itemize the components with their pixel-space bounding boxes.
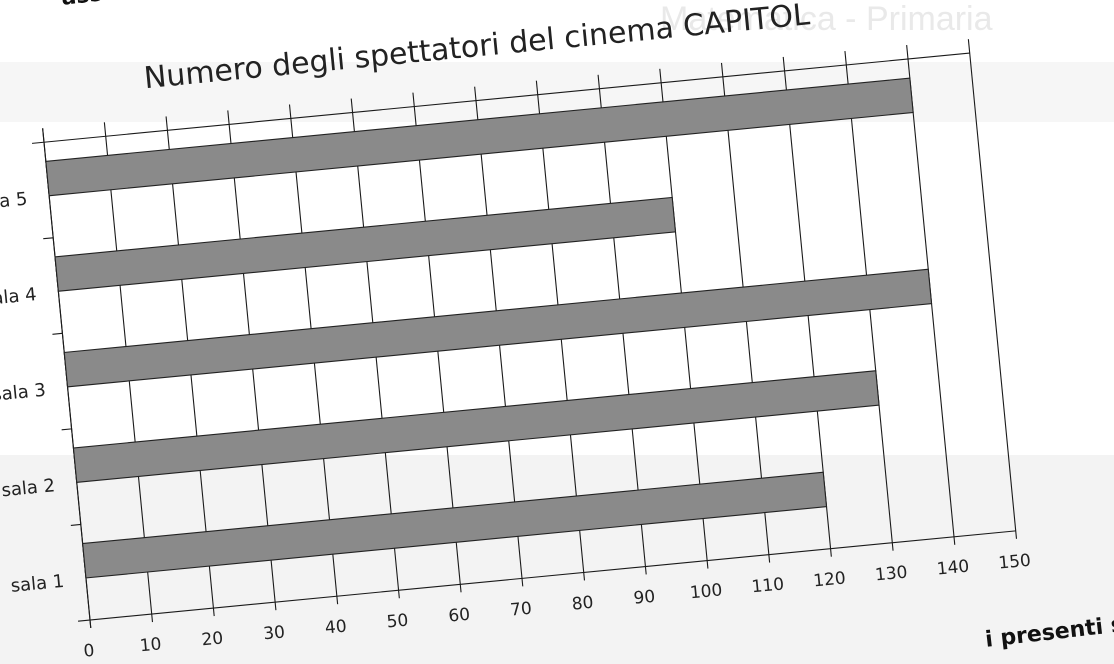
category-labels: sala 5 sala 4 sala 3 sala 2 sala 1	[0, 189, 65, 597]
x-tick-label: 80	[571, 593, 594, 615]
x-tick-label: 70	[509, 599, 532, 621]
x-tick-label: 30	[262, 622, 285, 644]
x-tick-label: 0	[83, 641, 96, 662]
y-axis-tick	[43, 237, 54, 240]
chart-title: Numero degli spettatori del cinema CAPIT…	[142, 0, 811, 96]
background-page-title: Matematica - Primaria	[660, 0, 993, 38]
x-tick-label: 100	[689, 580, 723, 603]
bar-sala-5	[45, 77, 914, 197]
x-tick-label: 150	[998, 551, 1032, 574]
category-label: sala 5	[0, 189, 28, 215]
chart-bars	[45, 77, 933, 579]
x-tick-label: 60	[448, 605, 471, 627]
x-tick-labels: 0 10 20 30 40 50 60 70 80 90 100 110 120 130 140 150	[83, 551, 1032, 662]
gridline-horizontal	[31, 52, 970, 144]
x-tick-label: 110	[751, 574, 785, 597]
x-tick-label: 140	[936, 557, 970, 580]
x-tick-label: 130	[874, 562, 908, 585]
x-axis-line	[78, 530, 1016, 622]
x-tick-label: 20	[201, 628, 224, 650]
category-label: sala 3	[0, 380, 47, 406]
category-label: sala 2	[1, 475, 56, 501]
gridline-vertical	[967, 39, 1018, 539]
bar-sala-1	[82, 471, 828, 579]
x-tick-label: 40	[324, 616, 347, 638]
x-tick-label: 10	[139, 634, 162, 656]
category-label: sala 4	[0, 284, 38, 310]
category-label: sala 1	[10, 571, 65, 597]
bar-sala-2	[72, 370, 880, 483]
x-tick-label: 120	[812, 568, 846, 591]
y-axis-tick	[61, 428, 72, 431]
x-tick-label: 50	[386, 611, 409, 633]
bar-sala-3	[63, 268, 933, 388]
bar-sala-4	[54, 196, 677, 292]
x-tick-label: 90	[633, 587, 656, 609]
y-axis-tick	[70, 523, 81, 526]
y-axis-tick	[52, 332, 63, 335]
